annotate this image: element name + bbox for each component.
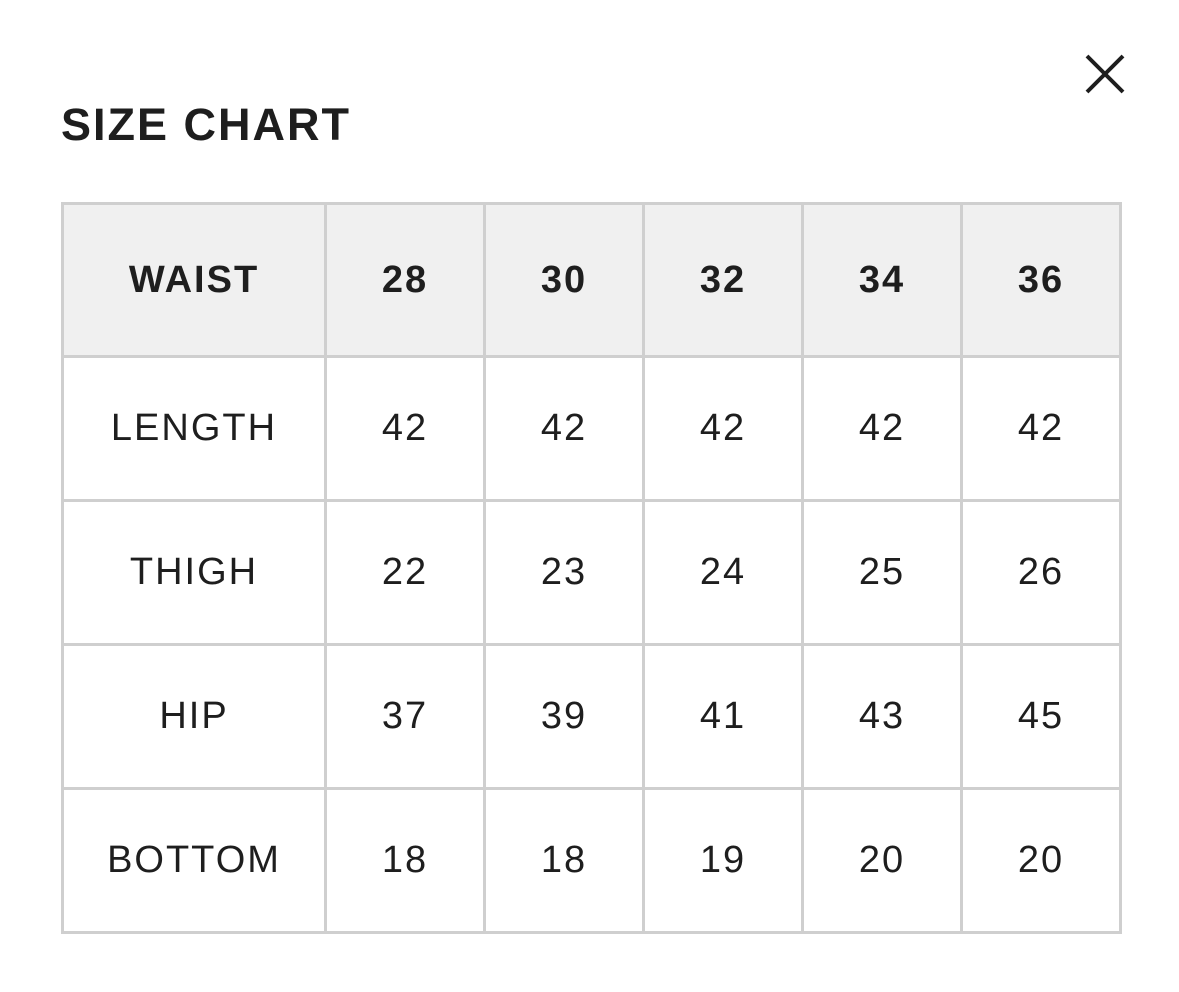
header-label-cell: WAIST xyxy=(61,202,327,358)
measurement-value-cell: 42 xyxy=(324,355,486,502)
measurement-value-cell: 26 xyxy=(960,499,1122,646)
measurement-value-cell: 23 xyxy=(483,499,645,646)
measurement-value-cell: 20 xyxy=(801,787,963,934)
measurement-value-cell: 43 xyxy=(801,643,963,790)
measurement-label-cell: BOTTOM xyxy=(61,787,327,934)
close-button[interactable] xyxy=(1080,50,1128,98)
measurement-value-cell: 18 xyxy=(483,787,645,934)
measurement-label-cell: THIGH xyxy=(61,499,327,646)
measurement-label-cell: LENGTH xyxy=(61,355,327,502)
measurement-value-cell: 42 xyxy=(960,355,1122,502)
page-title: SIZE CHART xyxy=(61,99,351,150)
measurement-value-cell: 37 xyxy=(324,643,486,790)
table-row: BOTTOM 18 18 19 20 20 xyxy=(61,787,1122,934)
measurement-value-cell: 41 xyxy=(642,643,804,790)
measurement-value-cell: 18 xyxy=(324,787,486,934)
table-row: LENGTH 42 42 42 42 42 xyxy=(61,355,1122,502)
measurement-value-cell: 20 xyxy=(960,787,1122,934)
size-chart-table: WAIST 28 30 32 34 36 LENGTH 42 42 42 42 42 THIGH 22 2… xyxy=(61,202,1122,934)
measurement-value-cell: 45 xyxy=(960,643,1122,790)
table-row: HIP 37 39 41 43 45 xyxy=(61,643,1122,790)
measurement-value-cell: 42 xyxy=(642,355,804,502)
measurement-value-cell: 22 xyxy=(324,499,486,646)
size-header-cell: 32 xyxy=(642,202,804,358)
size-header-cell: 34 xyxy=(801,202,963,358)
size-header-cell: 36 xyxy=(960,202,1122,358)
measurement-value-cell: 19 xyxy=(642,787,804,934)
size-header-cell: 28 xyxy=(324,202,486,358)
header-row: WAIST 28 30 32 34 36 xyxy=(61,202,1122,358)
measurement-label-cell: HIP xyxy=(61,643,327,790)
measurement-value-cell: 42 xyxy=(483,355,645,502)
measurement-value-cell: 25 xyxy=(801,499,963,646)
table-row: THIGH 22 23 24 25 26 xyxy=(61,499,1122,646)
close-icon xyxy=(1085,54,1125,94)
size-header-cell: 30 xyxy=(483,202,645,358)
measurement-value-cell: 39 xyxy=(483,643,645,790)
measurement-value-cell: 24 xyxy=(642,499,804,646)
measurement-value-cell: 42 xyxy=(801,355,963,502)
